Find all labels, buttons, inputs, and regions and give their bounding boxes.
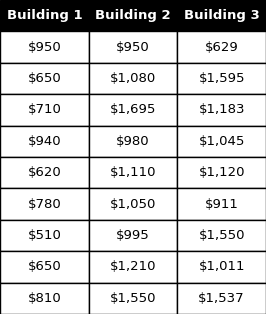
- Bar: [0, 220, 89, 251]
- Bar: [177, 63, 266, 94]
- Bar: [0, 188, 89, 220]
- Text: $1,550: $1,550: [198, 229, 245, 242]
- Text: $1,550: $1,550: [110, 292, 156, 305]
- Bar: [177, 188, 266, 220]
- Text: $1,537: $1,537: [198, 292, 245, 305]
- Text: $1,595: $1,595: [198, 72, 245, 85]
- Text: $710: $710: [27, 103, 61, 116]
- Text: $650: $650: [27, 260, 61, 273]
- Bar: [0, 283, 89, 314]
- Bar: [177, 94, 266, 126]
- Bar: [89, 0, 177, 31]
- Text: $950: $950: [116, 41, 150, 54]
- Bar: [177, 0, 266, 31]
- Text: $911: $911: [205, 198, 239, 211]
- Bar: [177, 251, 266, 283]
- Bar: [0, 157, 89, 188]
- Text: $1,120: $1,120: [198, 166, 245, 179]
- Text: $1,050: $1,050: [110, 198, 156, 211]
- Bar: [89, 283, 177, 314]
- Text: $650: $650: [27, 72, 61, 85]
- Text: $1,183: $1,183: [198, 103, 245, 116]
- Text: Building 1: Building 1: [7, 9, 82, 22]
- Text: Building 3: Building 3: [184, 9, 260, 22]
- Text: $1,080: $1,080: [110, 72, 156, 85]
- Bar: [89, 157, 177, 188]
- Bar: [177, 31, 266, 63]
- Bar: [0, 126, 89, 157]
- Bar: [0, 251, 89, 283]
- Bar: [0, 94, 89, 126]
- Text: $1,210: $1,210: [110, 260, 156, 273]
- Text: $940: $940: [27, 135, 61, 148]
- Text: $1,011: $1,011: [198, 260, 245, 273]
- Text: Building 2: Building 2: [95, 9, 171, 22]
- Bar: [89, 94, 177, 126]
- Text: $629: $629: [205, 41, 239, 54]
- Bar: [177, 157, 266, 188]
- Text: $510: $510: [27, 229, 61, 242]
- Bar: [89, 251, 177, 283]
- Bar: [177, 126, 266, 157]
- Bar: [0, 63, 89, 94]
- Bar: [0, 0, 89, 31]
- Text: $810: $810: [27, 292, 61, 305]
- Text: $780: $780: [27, 198, 61, 211]
- Bar: [89, 220, 177, 251]
- Text: $1,045: $1,045: [198, 135, 245, 148]
- Text: $950: $950: [27, 41, 61, 54]
- Bar: [177, 220, 266, 251]
- Bar: [89, 188, 177, 220]
- Text: $620: $620: [27, 166, 61, 179]
- Text: $980: $980: [116, 135, 150, 148]
- Text: $1,695: $1,695: [110, 103, 156, 116]
- Bar: [0, 31, 89, 63]
- Text: $995: $995: [116, 229, 150, 242]
- Text: $1,110: $1,110: [110, 166, 156, 179]
- Bar: [89, 126, 177, 157]
- Bar: [177, 283, 266, 314]
- Bar: [89, 63, 177, 94]
- Bar: [89, 31, 177, 63]
